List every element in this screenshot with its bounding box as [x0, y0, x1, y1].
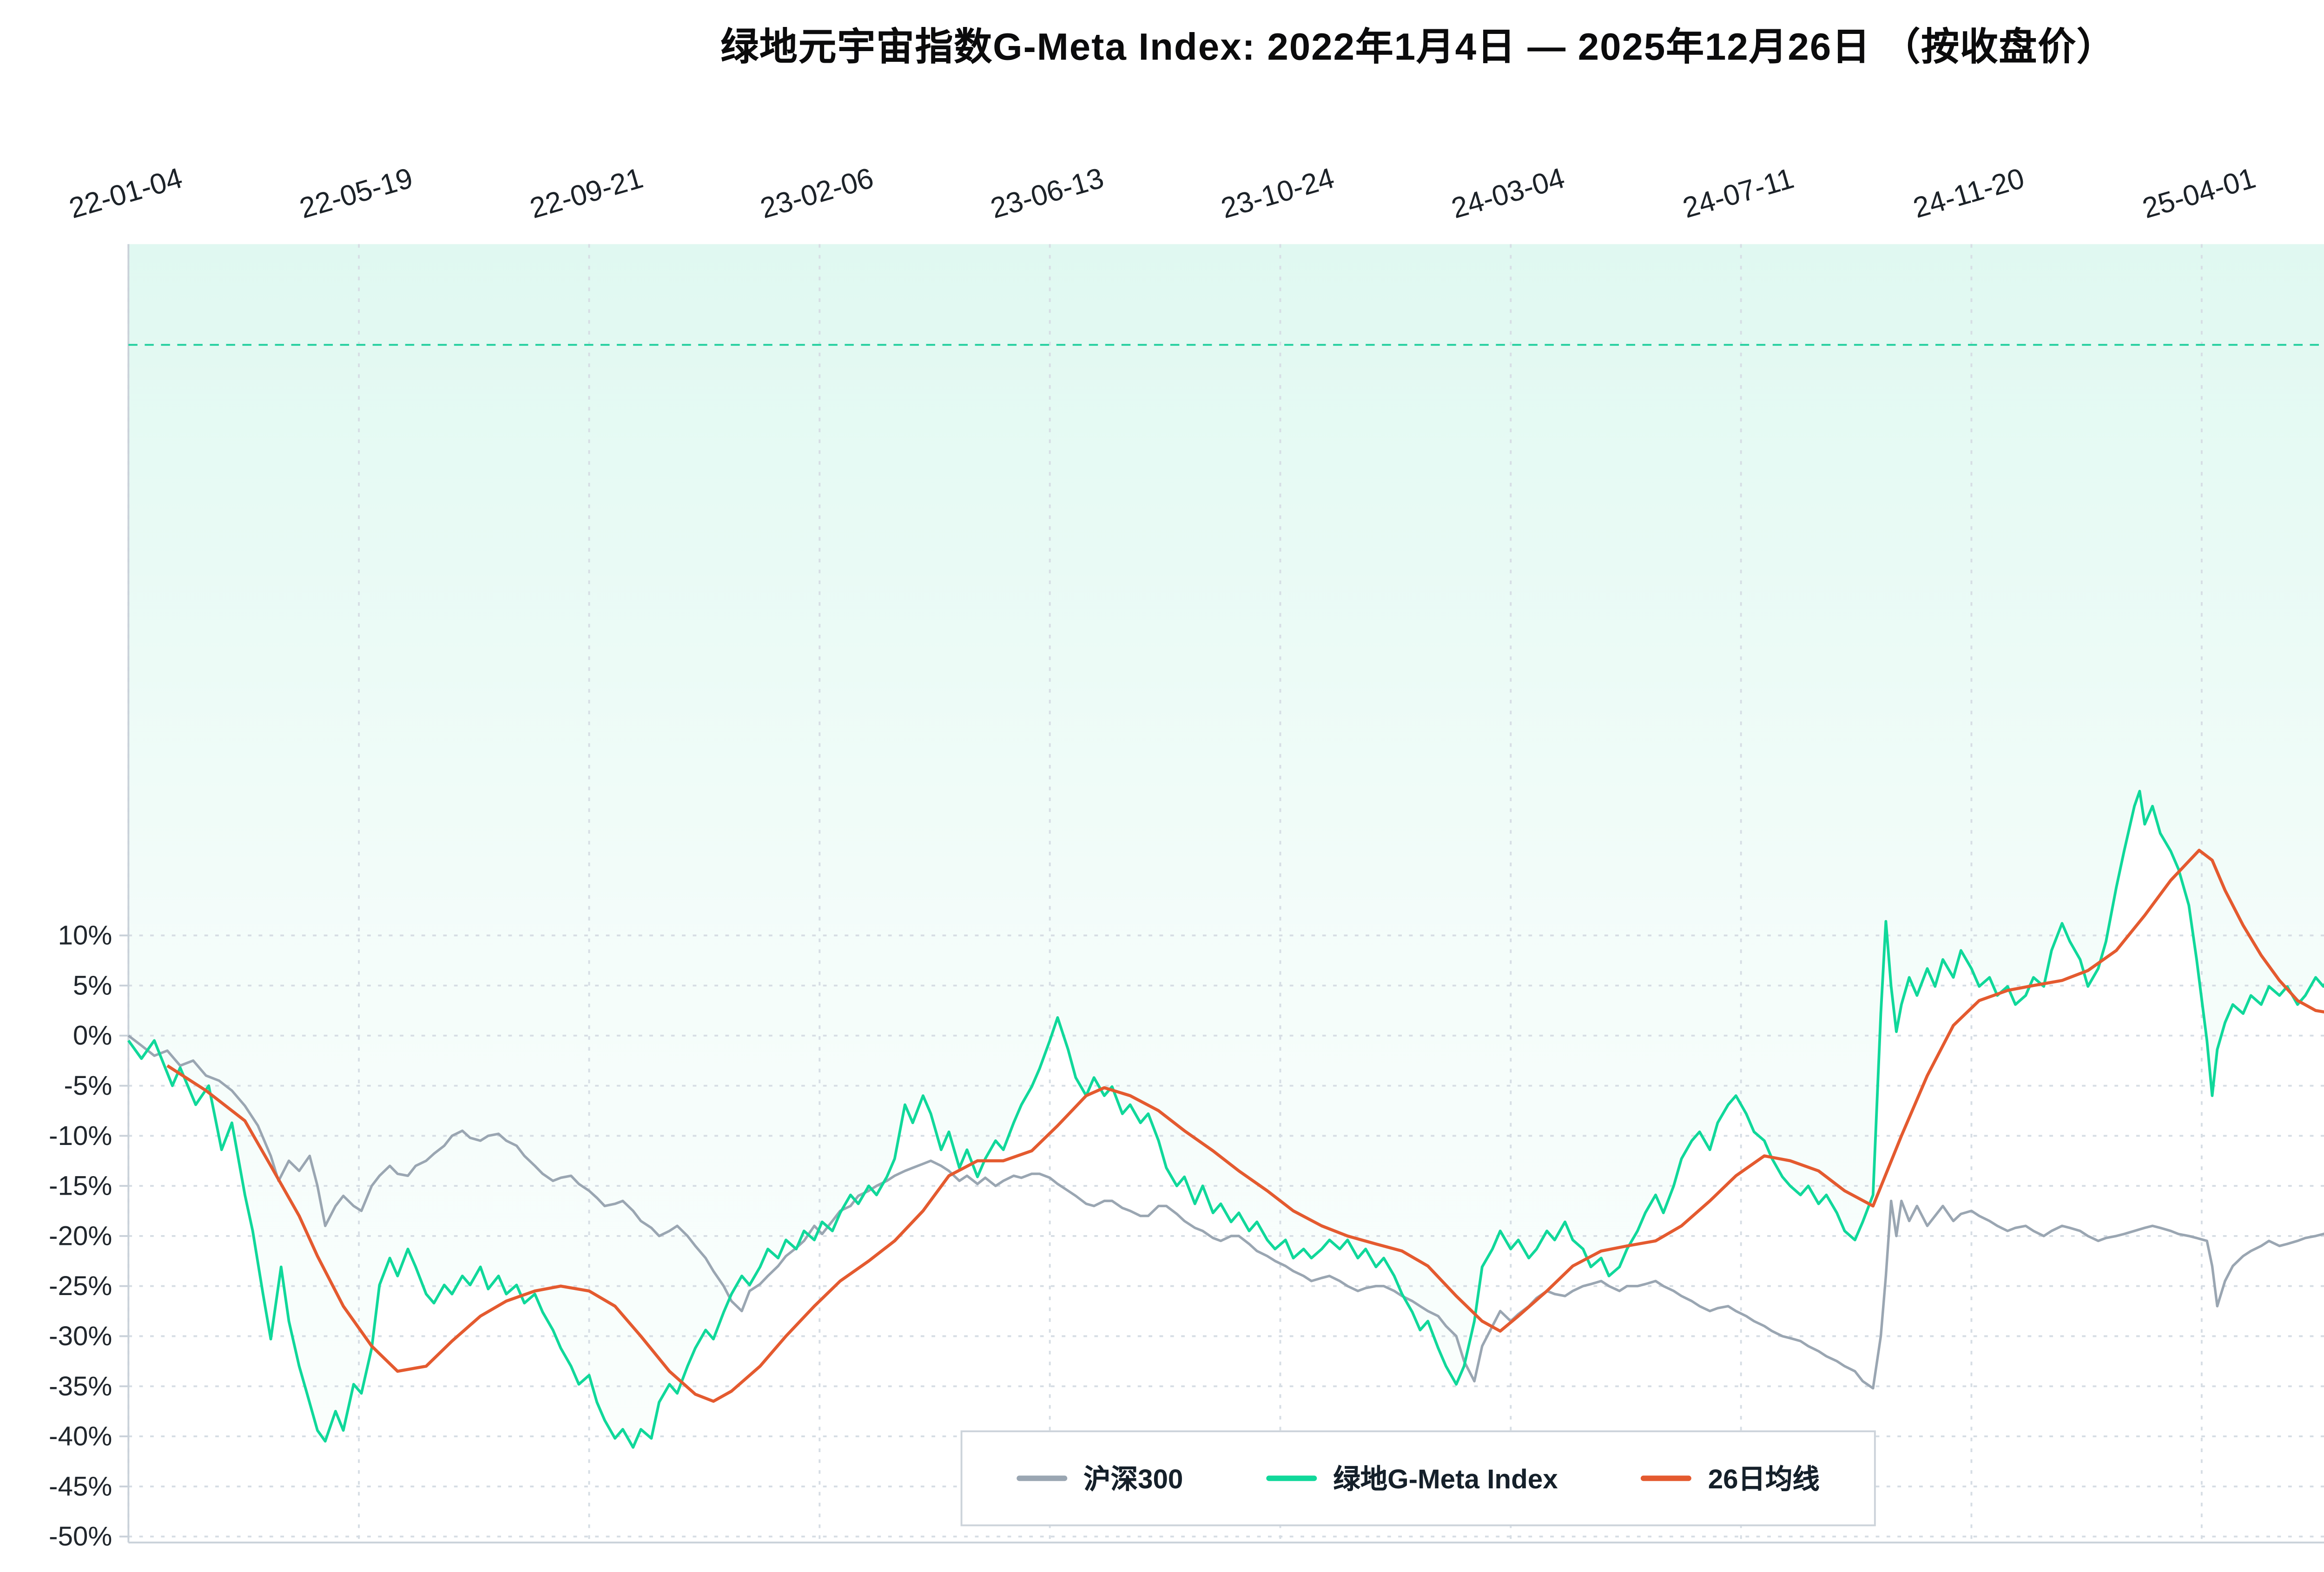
- svg-text:5%: 5%: [73, 970, 112, 1000]
- hs300-line-swatch: [1017, 1475, 1068, 1482]
- svg-text:24-03-04: 24-03-04: [1448, 162, 1568, 225]
- legend-item-hs300[interactable]: 沪深300: [1017, 1460, 1183, 1498]
- gmeta-line-swatch: [1266, 1475, 1317, 1482]
- chart-title: 绿地元宇宙指数G-Meta Index: 2022年1月4日 — 2025年12…: [720, 27, 2116, 69]
- legend-label-gmeta: 绿地G-Meta Index: [1333, 1465, 1558, 1496]
- gmeta-area-fill: [128, 244, 2324, 1447]
- x-axis-labels: 22-01-04 22-05-19 22-09-21 23-02-06 23-06-13…: [66, 162, 2259, 225]
- svg-text:-25%: -25%: [49, 1271, 112, 1301]
- svg-text:22-05-19: 22-05-19: [296, 162, 416, 225]
- svg-text:25-04-01: 25-04-01: [2139, 162, 2259, 225]
- svg-text:-30%: -30%: [49, 1321, 112, 1351]
- svg-text:-10%: -10%: [49, 1121, 112, 1151]
- legend-item-gmeta[interactable]: 绿地G-Meta Index: [1266, 1460, 1558, 1498]
- svg-text:23-10-24: 23-10-24: [1218, 162, 1338, 225]
- legend-label-ma26: 26日均线: [1708, 1465, 1820, 1496]
- legend: 沪深300 绿地G-Meta Index 26日均线: [960, 1430, 1876, 1526]
- svg-text:-5%: -5%: [64, 1071, 112, 1101]
- ma26-line: [166, 848, 2324, 1403]
- svg-text:22-09-21: 22-09-21: [527, 162, 647, 225]
- svg-text:-20%: -20%: [49, 1221, 112, 1251]
- svg-text:23-02-06: 23-02-06: [757, 162, 877, 225]
- svg-text:-40%: -40%: [49, 1421, 112, 1452]
- svg-text:22-01-04: 22-01-04: [66, 162, 186, 225]
- y-axis-labels: 10% 5% 0% -5% -10% -15% -20% -25% -30% -35% -40% -4…: [49, 921, 129, 1552]
- svg-text:0%: 0%: [73, 1020, 112, 1051]
- svg-text:23-06-13: 23-06-13: [987, 162, 1108, 225]
- svg-text:10%: 10%: [58, 921, 112, 951]
- gmeta-line: [127, 789, 2324, 1449]
- hs300-line: [127, 1034, 2324, 1390]
- svg-text:-35%: -35%: [49, 1371, 112, 1401]
- svg-text:-45%: -45%: [49, 1471, 112, 1501]
- legend-label-hs300: 沪深300: [1083, 1465, 1183, 1496]
- svg-text:-50%: -50%: [49, 1521, 112, 1552]
- svg-text:-15%: -15%: [49, 1171, 112, 1201]
- svg-text:24-07-11: 24-07-11: [1679, 162, 1797, 224]
- ma26-line-swatch: [1641, 1475, 1692, 1482]
- legend-item-ma26[interactable]: 26日均线: [1641, 1460, 1820, 1498]
- svg-text:24-11-20: 24-11-20: [1910, 162, 2028, 224]
